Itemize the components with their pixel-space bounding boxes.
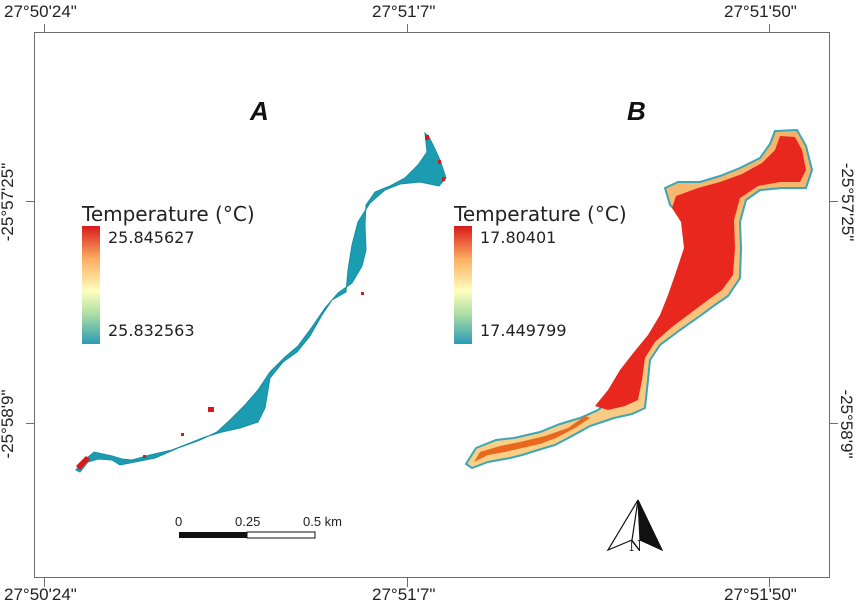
tick-left-2 xyxy=(26,423,35,424)
tick-left-1 xyxy=(26,201,35,202)
coord-top-2: 27°51'7" xyxy=(372,2,436,21)
coord-top-1: 27°50'24" xyxy=(4,2,77,21)
legend-a-max: 25.845627 xyxy=(108,228,195,247)
lake-b-channel xyxy=(474,416,590,462)
lake-a-hot-2 xyxy=(438,160,441,164)
tick-top-1 xyxy=(44,24,45,33)
north-arrow-right xyxy=(637,499,664,552)
tick-right-1 xyxy=(829,201,838,202)
legend-a-title: Temperature (°C) xyxy=(82,202,255,226)
legend-b-title: Temperature (°C) xyxy=(454,202,627,226)
scale-bar-black xyxy=(179,532,247,538)
scale-label-0: 0 xyxy=(175,514,183,529)
legend-a-colorbar xyxy=(82,226,100,344)
legend-b-colorbar xyxy=(454,226,472,344)
panel-label-b: B xyxy=(627,96,646,126)
lake-a-hot-5 xyxy=(208,407,214,412)
lake-a-hot-7 xyxy=(143,455,146,458)
lake-a-shape xyxy=(75,131,447,473)
lake-a-hot-3 xyxy=(442,177,445,181)
tick-right-2 xyxy=(829,423,838,424)
panel-label-a: A xyxy=(250,96,269,126)
legend-b-max: 17.80401 xyxy=(480,228,557,247)
north-arrow xyxy=(606,499,664,552)
tick-bottom-1 xyxy=(44,578,45,587)
scale-bar xyxy=(179,531,316,539)
coord-bottom-1: 27°50'24" xyxy=(4,585,77,604)
lake-b-core xyxy=(595,136,806,410)
lake-a xyxy=(75,131,447,473)
coord-bottom-2: 27°51'7" xyxy=(372,585,436,604)
lake-a-hot-4 xyxy=(361,292,364,295)
north-label: N xyxy=(629,537,643,555)
tick-top-3 xyxy=(769,24,770,33)
tick-top-2 xyxy=(407,24,408,33)
coord-bottom-3: 27°51'50" xyxy=(724,585,797,604)
legend-b-min: 17.449799 xyxy=(480,321,567,340)
lake-a-hot-6 xyxy=(181,433,184,436)
lake-a-hot-8 xyxy=(76,456,90,470)
coord-top-3: 27°51'50" xyxy=(724,2,797,21)
north-arrow-left xyxy=(606,499,639,552)
tick-bottom-2 xyxy=(407,578,408,587)
legend-a-min: 25.832563 xyxy=(108,321,195,340)
scale-bar-white xyxy=(246,531,316,539)
scale-label-05: 0.5 km xyxy=(303,514,343,529)
scale-label-025: 0.25 xyxy=(235,514,261,529)
lake-b xyxy=(464,128,814,470)
tick-bottom-3 xyxy=(769,578,770,587)
lake-a-hot-1 xyxy=(425,135,429,140)
